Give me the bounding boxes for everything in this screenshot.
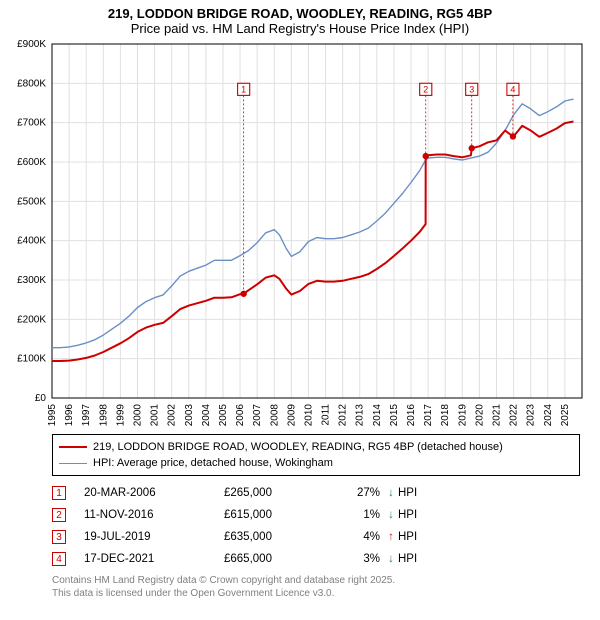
svg-text:£600K: £600K	[17, 157, 46, 168]
sale-row: 1 20-MAR-2006£265,00027%↓HPI	[52, 482, 580, 504]
sale-arrow-icon: ↑	[384, 531, 398, 543]
sale-arrow-icon: ↓	[384, 509, 398, 521]
svg-text:2025: 2025	[560, 404, 571, 427]
svg-text:2013: 2013	[355, 404, 366, 427]
svg-text:2010: 2010	[303, 404, 314, 427]
title-line-1: 219, LODDON BRIDGE ROAD, WOODLEY, READIN…	[10, 6, 590, 21]
svg-text:2012: 2012	[338, 404, 349, 427]
footnote: Contains HM Land Registry data © Crown c…	[52, 574, 580, 600]
svg-text:2016: 2016	[406, 404, 417, 427]
sale-date: 11-NOV-2016	[84, 509, 224, 521]
svg-text:2019: 2019	[457, 404, 468, 427]
legend-swatch	[59, 463, 87, 464]
legend-item: 219, LODDON BRIDGE ROAD, WOODLEY, READIN…	[59, 439, 573, 455]
chart-title-block: 219, LODDON BRIDGE ROAD, WOODLEY, READIN…	[0, 0, 600, 38]
svg-text:£100K: £100K	[17, 354, 46, 365]
sale-date: 17-DEC-2021	[84, 553, 224, 565]
svg-text:1997: 1997	[81, 404, 92, 427]
sale-marker: 4	[52, 552, 66, 566]
sale-arrow-icon: ↓	[384, 487, 398, 499]
line-chart: £0 £100K £200K £300K £400K £500K £600K £700K £80…	[0, 38, 600, 428]
legend-label: HPI: Average price, detached house, Woki…	[93, 457, 333, 469]
sale-price: £615,000	[224, 509, 344, 521]
svg-text:£700K: £700K	[17, 118, 46, 129]
svg-text:2015: 2015	[389, 404, 400, 427]
svg-text:2008: 2008	[269, 404, 280, 427]
sale-hpi-label: HPI	[398, 553, 428, 565]
svg-text:2014: 2014	[372, 404, 383, 427]
sale-price: £665,000	[224, 553, 344, 565]
sale-delta: 1%	[344, 509, 384, 521]
sale-hpi-label: HPI	[398, 487, 428, 499]
sale-price: £265,000	[224, 487, 344, 499]
svg-text:2011: 2011	[321, 404, 332, 426]
sale-marker: 3	[52, 530, 66, 544]
sale-delta: 27%	[344, 487, 384, 499]
svg-text:2002: 2002	[167, 404, 178, 427]
sale-marker: 2	[52, 508, 66, 522]
svg-text:2021: 2021	[492, 404, 503, 427]
footnote-line-1: Contains HM Land Registry data © Crown c…	[52, 574, 580, 587]
svg-text:2023: 2023	[526, 404, 537, 427]
sales-table: 120-MAR-2006£265,00027%↓HPI211-NOV-2016£…	[52, 482, 580, 570]
svg-text:2017: 2017	[423, 404, 434, 427]
legend-swatch	[59, 446, 87, 448]
svg-text:1999: 1999	[115, 404, 126, 427]
chart-container: £0 £100K £200K £300K £400K £500K £600K £700K £80…	[0, 38, 600, 428]
title-line-2: Price paid vs. HM Land Registry's House …	[10, 21, 590, 36]
svg-text:1995: 1995	[47, 404, 58, 427]
svg-text:1998: 1998	[98, 404, 109, 427]
sale-hpi-label: HPI	[398, 531, 428, 543]
legend: 219, LODDON BRIDGE ROAD, WOODLEY, READIN…	[52, 434, 580, 476]
sale-delta: 4%	[344, 531, 384, 543]
sale-price: £635,000	[224, 531, 344, 543]
legend-item: HPI: Average price, detached house, Woki…	[59, 455, 573, 471]
svg-text:£0: £0	[35, 393, 47, 404]
svg-text:2: 2	[423, 84, 428, 94]
svg-text:2004: 2004	[201, 404, 212, 427]
sale-marker: 1	[52, 486, 66, 500]
svg-text:2024: 2024	[543, 404, 554, 427]
svg-text:2007: 2007	[252, 404, 263, 427]
svg-text:£900K: £900K	[17, 39, 46, 50]
svg-text:£200K: £200K	[17, 314, 46, 325]
footnote-line-2: This data is licensed under the Open Gov…	[52, 587, 580, 600]
svg-text:2018: 2018	[440, 404, 451, 427]
svg-text:2020: 2020	[474, 404, 485, 427]
svg-text:£400K: £400K	[17, 236, 46, 247]
legend-label: 219, LODDON BRIDGE ROAD, WOODLEY, READIN…	[93, 441, 503, 453]
svg-text:2001: 2001	[150, 404, 161, 427]
sale-date: 20-MAR-2006	[84, 487, 224, 499]
svg-text:1: 1	[241, 84, 246, 94]
sale-row: 4 17-DEC-2021£665,0003%↓HPI	[52, 548, 580, 570]
svg-text:2022: 2022	[509, 404, 520, 427]
sale-hpi-label: HPI	[398, 509, 428, 521]
svg-text:2006: 2006	[235, 404, 246, 427]
svg-text:£800K: £800K	[17, 78, 46, 89]
sale-date: 19-JUL-2019	[84, 531, 224, 543]
svg-text:1996: 1996	[64, 404, 75, 427]
sale-row: 2 11-NOV-2016£615,0001%↓HPI	[52, 504, 580, 526]
sale-delta: 3%	[344, 553, 384, 565]
svg-text:4: 4	[510, 84, 515, 94]
svg-text:£500K: £500K	[17, 196, 46, 207]
svg-text:2009: 2009	[286, 404, 297, 427]
svg-text:2003: 2003	[184, 404, 195, 427]
svg-text:2000: 2000	[132, 404, 143, 427]
svg-text:3: 3	[469, 84, 474, 94]
sale-arrow-icon: ↓	[384, 553, 398, 565]
svg-text:£300K: £300K	[17, 275, 46, 286]
sale-row: 3 19-JUL-2019£635,0004%↑HPI	[52, 526, 580, 548]
svg-text:2005: 2005	[218, 404, 229, 427]
